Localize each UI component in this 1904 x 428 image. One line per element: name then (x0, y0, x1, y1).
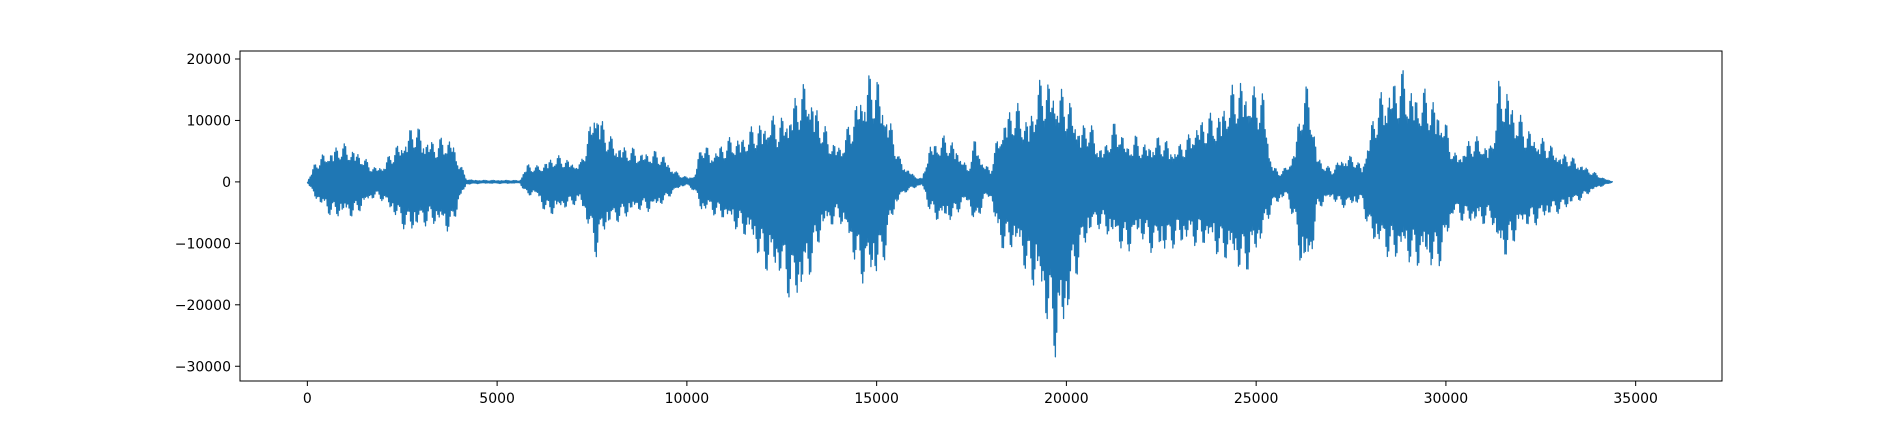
waveform-line (306, 70, 1613, 358)
x-tick-label: 10000 (665, 391, 710, 407)
y-tick-label: −30000 (175, 359, 231, 375)
x-tick-label: 35000 (1613, 391, 1658, 407)
y-tick-label: 0 (222, 175, 231, 191)
y-axis: 20000 10000 0 −10000 −20000 −30000 (175, 52, 240, 375)
x-tick-label: 30000 (1424, 391, 1469, 407)
x-tick-label: 15000 (854, 391, 899, 407)
x-tick-label: 0 (303, 391, 312, 407)
y-tick-label: −20000 (175, 298, 231, 314)
y-tick-label: −10000 (175, 236, 231, 252)
y-tick-label: 20000 (186, 52, 231, 68)
x-tick-label: 5000 (479, 391, 515, 407)
axes-frame (239, 50, 1723, 382)
y-tick-label: 10000 (186, 113, 231, 129)
x-tick-label: 25000 (1234, 391, 1279, 407)
x-axis: 0 5000 10000 15000 20000 25000 30000 35000 (303, 381, 1658, 407)
x-tick-label: 20000 (1044, 391, 1089, 407)
waveform-series (306, 70, 1613, 358)
